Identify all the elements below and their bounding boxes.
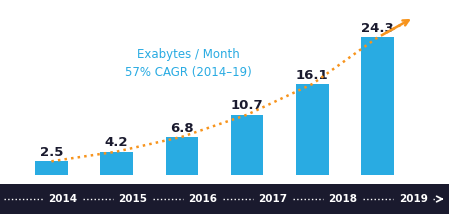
Text: 10.7: 10.7 <box>231 100 264 112</box>
Text: 2019: 2019 <box>399 194 427 204</box>
Bar <box>166 137 198 175</box>
Text: 2015: 2015 <box>119 194 147 204</box>
Bar <box>35 161 68 175</box>
Text: 24.3: 24.3 <box>361 22 394 35</box>
Text: 2.5: 2.5 <box>40 146 63 159</box>
Text: 16.1: 16.1 <box>296 69 329 82</box>
Text: 4.2: 4.2 <box>105 136 128 149</box>
Text: 2016: 2016 <box>189 194 217 204</box>
Text: 2018: 2018 <box>329 194 357 204</box>
Bar <box>296 84 329 175</box>
Text: 2017: 2017 <box>259 194 287 204</box>
Bar <box>361 37 394 175</box>
Bar <box>231 115 264 175</box>
Text: 6.8: 6.8 <box>170 122 194 135</box>
Text: Exabytes / Month
57% CAGR (2014–19): Exabytes / Month 57% CAGR (2014–19) <box>125 48 252 79</box>
Bar <box>100 152 133 175</box>
Text: 2014: 2014 <box>48 194 77 204</box>
